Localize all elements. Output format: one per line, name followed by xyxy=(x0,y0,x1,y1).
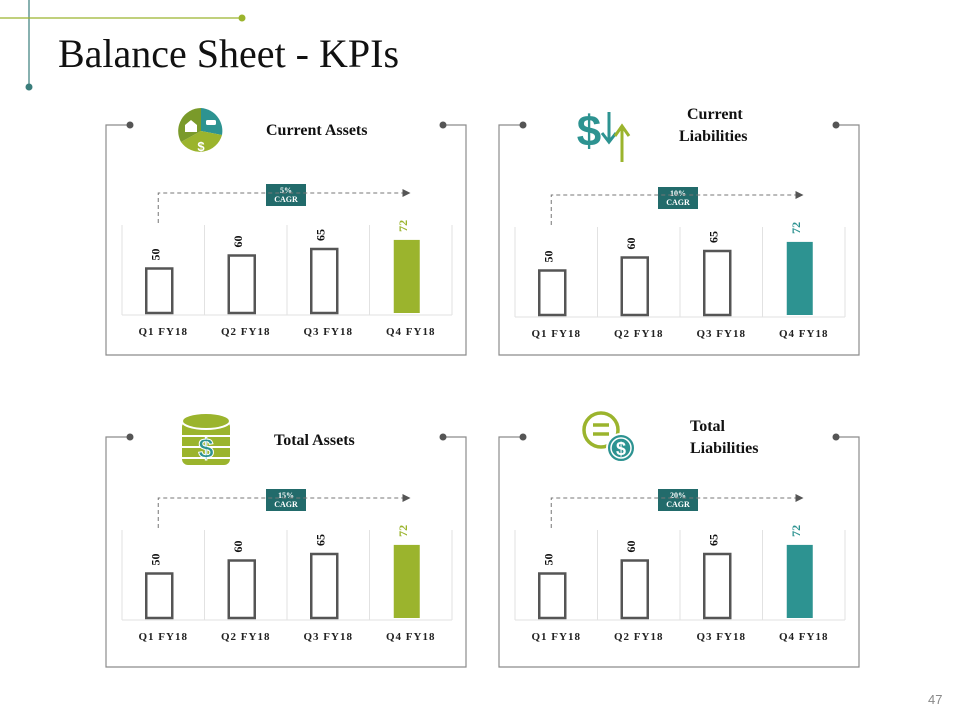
data-label: 65 xyxy=(313,534,327,546)
category-label: Q1 FY18 xyxy=(532,631,581,643)
panel-title: Total Liabilities xyxy=(690,418,759,457)
total-liabilities-panel: $ Total Liabilities 20% CAGR 50 Q1 FY18 60 Q… xyxy=(498,411,860,668)
cagr-arrow-head xyxy=(795,191,804,199)
bar-q1-fy18 xyxy=(145,572,174,620)
svg-text:$: $ xyxy=(198,433,214,464)
bar-q3-fy18 xyxy=(310,247,339,315)
data-label: 50 xyxy=(148,249,162,261)
svg-text:$: $ xyxy=(577,107,601,156)
category-label: Q4 FY18 xyxy=(386,326,435,338)
total-assets-panel: $ Total Assets 15% CAGR 50 Q1 FY18 60 Q2 FY1… xyxy=(105,412,467,668)
cagr-badge: 5% CAGR xyxy=(266,184,306,206)
page-number: 47 xyxy=(928,692,943,707)
category-label: Q3 FY18 xyxy=(697,328,746,340)
data-label: 60 xyxy=(624,238,638,250)
bar-q4-fy18 xyxy=(786,241,813,315)
data-label: 72 xyxy=(396,525,410,537)
cagr-badge: 10% CAGR xyxy=(658,187,698,209)
data-label: 65 xyxy=(706,534,720,546)
panel-title: Current Liabilities xyxy=(679,106,748,145)
current-assets-panel: $ Current Assets 5% CAGR 50 Q1 FY18 60 Q2 FY… xyxy=(105,108,467,356)
data-label: 60 xyxy=(624,541,638,553)
category-label: Q1 FY18 xyxy=(139,326,188,338)
bar-q2-fy18 xyxy=(227,559,256,620)
data-label: 72 xyxy=(789,222,803,234)
cagr-arrow-line xyxy=(550,497,796,528)
cagr-arrow-head xyxy=(402,494,411,502)
category-label: Q3 FY18 xyxy=(304,631,353,643)
data-label: 65 xyxy=(706,231,720,243)
bar-q3-fy18 xyxy=(310,552,339,620)
cagr-arrow-line xyxy=(157,192,403,223)
bar-q4-fy18 xyxy=(393,544,420,618)
svg-text:$: $ xyxy=(197,139,205,154)
cagr-arrow-line xyxy=(157,497,403,528)
bar-q2-fy18 xyxy=(227,254,256,315)
category-label: Q1 FY18 xyxy=(139,631,188,643)
bar-q2-fy18 xyxy=(620,559,649,620)
cagr-badge: 20% CAGR xyxy=(658,489,698,511)
category-label: Q2 FY18 xyxy=(614,631,663,643)
bar-q1-fy18 xyxy=(538,572,567,620)
bar-chart: 50 Q1 FY18 60 Q2 FY18 65 Q3 FY18 72 Q4 FY18 xyxy=(514,191,846,340)
bar-q4-fy18 xyxy=(786,544,813,618)
bar-q2-fy18 xyxy=(620,256,649,317)
cagr-arrow-line xyxy=(550,194,796,225)
data-label: 60 xyxy=(231,541,245,553)
panel-frame xyxy=(105,121,467,356)
category-label: Q1 FY18 xyxy=(532,328,581,340)
panel-title: Current Assets xyxy=(266,122,368,139)
data-label: 50 xyxy=(541,251,555,263)
bar-q4-fy18 xyxy=(393,239,420,313)
panel-frame xyxy=(498,121,860,356)
dollar-arrows-icon: $ xyxy=(577,107,631,162)
data-label: 60 xyxy=(231,236,245,248)
coin-stack-dollar-icon: $ xyxy=(181,412,231,465)
panel-title: Total Assets xyxy=(274,432,355,449)
category-label: Q4 FY18 xyxy=(779,631,828,643)
cagr-arrow-head xyxy=(402,189,411,197)
data-label: 72 xyxy=(396,220,410,232)
category-label: Q2 FY18 xyxy=(614,328,663,340)
category-label: Q2 FY18 xyxy=(221,631,270,643)
bar-q3-fy18 xyxy=(703,249,732,317)
panel-frame xyxy=(105,433,467,668)
data-label: 65 xyxy=(313,229,327,241)
category-label: Q4 FY18 xyxy=(386,631,435,643)
bar-q1-fy18 xyxy=(538,269,567,317)
bar-q1-fy18 xyxy=(145,267,174,315)
data-label: 50 xyxy=(148,554,162,566)
cagr-badge: 15% CAGR xyxy=(266,489,306,511)
category-label: Q2 FY18 xyxy=(221,326,270,338)
page-title: Balance Sheet - KPIs xyxy=(58,31,400,76)
panel-frame xyxy=(498,433,860,668)
category-label: Q3 FY18 xyxy=(697,631,746,643)
category-label: Q4 FY18 xyxy=(779,328,828,340)
bar-chart: 50 Q1 FY18 60 Q2 FY18 65 Q3 FY18 72 Q4 FY18 xyxy=(121,494,453,643)
equals-dollar-icon: $ xyxy=(582,411,636,463)
bar-q3-fy18 xyxy=(703,552,732,620)
data-label: 72 xyxy=(789,525,803,537)
bar-chart: 50 Q1 FY18 60 Q2 FY18 65 Q3 FY18 72 Q4 FY18 xyxy=(121,189,453,338)
bar-chart: 50 Q1 FY18 60 Q2 FY18 65 Q3 FY18 72 Q4 FY18 xyxy=(514,494,846,643)
pie-assets-icon: $ xyxy=(178,108,223,154)
data-label: 50 xyxy=(541,554,555,566)
category-label: Q3 FY18 xyxy=(304,326,353,338)
cagr-arrow-head xyxy=(795,494,804,502)
current-liabilities-panel: $ Current Liabilities 10% CAGR 50 Q1 FY18 6… xyxy=(498,106,860,356)
svg-text:$: $ xyxy=(616,439,626,459)
